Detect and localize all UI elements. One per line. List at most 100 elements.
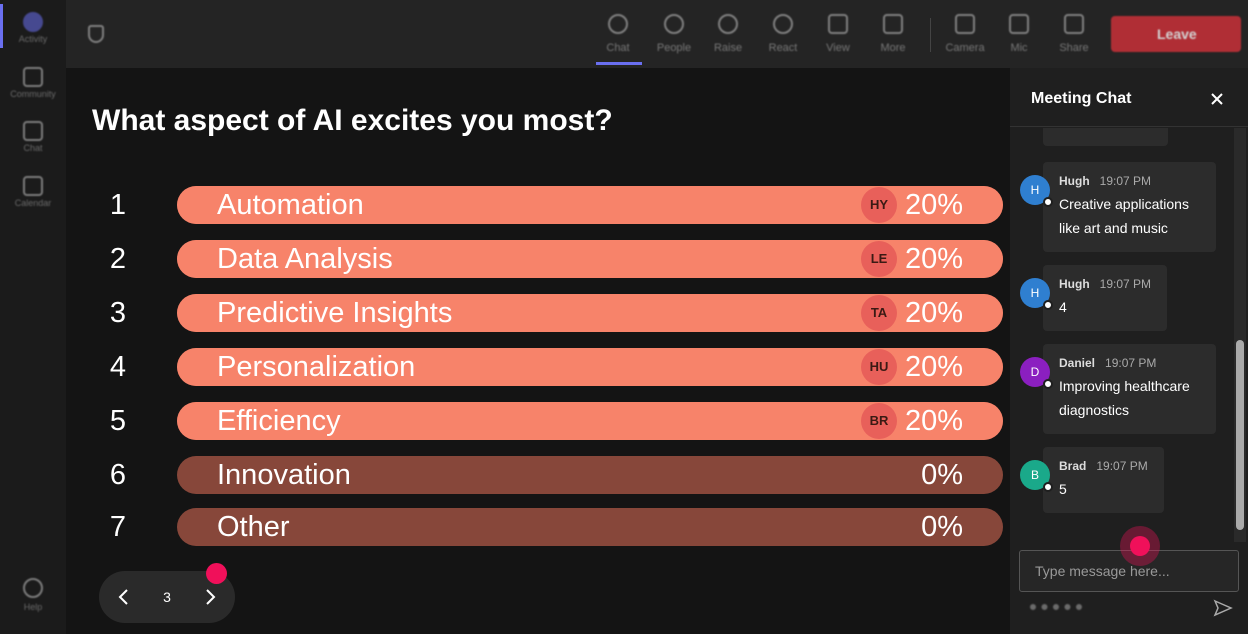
rail-label[interactable]: Activity — [18, 34, 48, 44]
sender-name: Daniel — [1059, 356, 1096, 370]
option-bar[interactable]: Personalization HU 20% — [177, 348, 1003, 386]
toolbar-icon[interactable] — [883, 14, 903, 34]
help-icon[interactable] — [23, 578, 43, 598]
option-rank: 4 — [109, 351, 127, 383]
sender-avatar: H — [1020, 175, 1053, 207]
option-percent: 20% — [904, 297, 963, 329]
message-text: 4 — [1059, 299, 1067, 315]
message-bubble: Daniel 19:07 PM Improving healthcare diagn… — [1043, 344, 1216, 434]
toolbar-label[interactable]: Share — [1059, 42, 1089, 54]
status-dot — [1043, 482, 1053, 492]
next-button[interactable] — [203, 587, 217, 607]
option-label: Automation — [217, 189, 364, 221]
message-bubble-partial — [1043, 128, 1168, 146]
option-bar[interactable]: Automation HY 20% — [177, 186, 1003, 224]
message-bubble: Hugh 19:07 PM Creative applications like a… — [1043, 162, 1216, 252]
page-number: 3 — [163, 589, 171, 605]
message-bubble: Hugh 19:07 PM 4 — [1043, 265, 1168, 331]
message-text: 5 — [1059, 481, 1067, 497]
status-dot — [1043, 300, 1053, 310]
option-label: Personalization — [217, 351, 416, 383]
rail-icon[interactable] — [23, 121, 43, 141]
voter-avatar: HU — [861, 349, 897, 385]
message-time: 19:07 PM — [1099, 174, 1152, 188]
voter-avatar: TA — [861, 295, 897, 331]
option-percent: 20% — [904, 189, 963, 221]
prev-button[interactable] — [117, 587, 131, 607]
toolbar-icon[interactable] — [773, 14, 793, 34]
rail-label[interactable]: Calendar — [14, 197, 52, 208]
toolbar-icon[interactable] — [718, 14, 738, 34]
toolbar-label[interactable]: Mic — [1010, 42, 1028, 54]
status-dot — [1043, 379, 1053, 389]
toolbar-icon[interactable] — [664, 14, 684, 34]
message-bubble: Brad 19:07 PM 5 — [1043, 447, 1164, 513]
toolbar-label[interactable]: Raise — [713, 42, 743, 54]
send-button[interactable] — [1213, 599, 1233, 617]
rail-icon[interactable] — [23, 175, 43, 196]
sender-avatar: H — [1020, 278, 1053, 310]
option-percent: 0% — [921, 511, 963, 543]
option-bar[interactable]: Data Analysis LE 20% — [177, 240, 1003, 278]
option-label: Efficiency — [217, 405, 341, 437]
close-button[interactable] — [1210, 92, 1224, 106]
toolbar-icon[interactable] — [1064, 14, 1084, 34]
toolbar-label[interactable]: React — [768, 42, 798, 54]
divider — [1010, 126, 1248, 127]
option-rank: 2 — [109, 243, 127, 275]
message-header: Brad 19:07 PM — [1059, 457, 1148, 475]
option-bar[interactable]: Other 0% — [177, 508, 1003, 546]
input-placeholder[interactable]: Type message here... — [1035, 563, 1170, 579]
option-bar[interactable]: Predictive Insights TA 20% — [177, 294, 1003, 332]
option-rank: 3 — [109, 297, 127, 329]
message-text: Creative applications like art and music — [1059, 196, 1189, 236]
sender-name: Hugh — [1059, 277, 1090, 291]
shield-icon — [88, 25, 104, 43]
rail-icon[interactable] — [23, 66, 43, 87]
toolbar-label[interactable]: Camera — [945, 42, 985, 54]
chat-title: Meeting Chat — [1031, 90, 1132, 107]
option-label: Other — [217, 511, 290, 543]
toolbar-label[interactable]: View — [826, 42, 850, 54]
rail-label[interactable]: Chat — [23, 143, 43, 153]
message-input[interactable]: Type message here... — [1019, 550, 1239, 592]
message-time: 19:07 PM — [1096, 459, 1148, 473]
help-label[interactable]: Help — [23, 602, 43, 612]
message-time: 19:07 PM — [1105, 356, 1157, 370]
message-text: Improving healthcare diagnostics — [1059, 378, 1190, 418]
sender-name: Hugh — [1059, 174, 1090, 188]
toolbar-icon[interactable] — [608, 14, 628, 34]
toolbar-label[interactable]: Chat — [606, 42, 630, 54]
leave-label[interactable]: Leave — [1157, 26, 1197, 42]
message-time: 19:07 PM — [1099, 277, 1152, 291]
rail-label[interactable]: Community — [10, 88, 56, 99]
option-bar[interactable]: Efficiency BR 20% — [177, 402, 1003, 440]
toolbar-label[interactable]: People — [656, 42, 692, 54]
option-rank: 6 — [109, 459, 127, 491]
rail-icon[interactable] — [23, 12, 43, 32]
option-percent: 20% — [904, 243, 963, 275]
message-header: Hugh 19:07 PM — [1059, 172, 1200, 190]
sender-avatar: B — [1020, 460, 1053, 492]
format-icons[interactable] — [1030, 604, 1082, 612]
status-dot — [1043, 197, 1053, 207]
toolbar-icon[interactable] — [828, 14, 848, 34]
voter-avatar: LE — [861, 241, 897, 277]
option-label: Predictive Insights — [217, 297, 453, 329]
scrollbar[interactable] — [1234, 128, 1246, 542]
chat-tab-underline — [596, 62, 642, 65]
sender-avatar: D — [1020, 357, 1053, 389]
option-label: Innovation — [217, 459, 351, 491]
option-rank: 1 — [109, 189, 127, 221]
toolbar-icon[interactable] — [1009, 14, 1029, 34]
option-bar[interactable]: Innovation 0% — [177, 456, 1003, 494]
toolbar-icon[interactable] — [955, 14, 975, 34]
message-header: Hugh 19:07 PM — [1059, 275, 1151, 293]
leave-button[interactable]: Leave — [1111, 16, 1241, 52]
voter-avatar: HY — [861, 187, 897, 223]
poll-question: What aspect of AI excites you most? — [92, 104, 613, 137]
toolbar-label[interactable]: More — [880, 42, 906, 54]
app-rail: Activity Community Chat Calendar Help — [0, 0, 66, 634]
option-percent: 20% — [904, 351, 963, 383]
